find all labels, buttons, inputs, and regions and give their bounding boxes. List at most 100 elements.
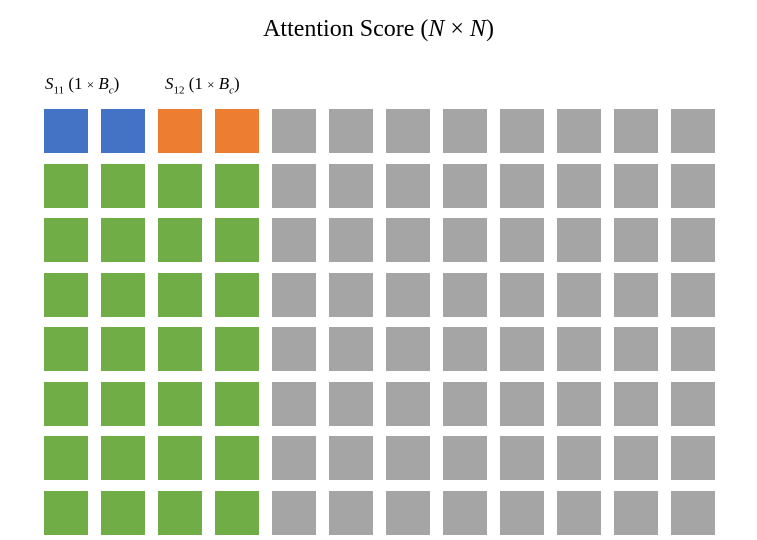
cell-pending: [671, 163, 715, 208]
cell-pending: [557, 490, 601, 535]
cell-pending: [443, 381, 487, 426]
cell-computed: [158, 272, 202, 317]
cell-pending: [386, 490, 430, 535]
cell-pending: [443, 163, 487, 208]
cell-pending: [443, 272, 487, 317]
cell-pending: [557, 327, 601, 371]
cell-pending: [671, 109, 715, 153]
cell-pending: [614, 381, 658, 426]
cell-computed: [44, 436, 88, 480]
cell-pending: [272, 272, 316, 317]
cell-computed: [101, 490, 145, 535]
cell-pending: [614, 163, 658, 208]
cell-pending: [557, 381, 601, 426]
cell-pending: [329, 109, 373, 153]
cell-pending: [386, 327, 430, 371]
cell-pending: [272, 490, 316, 535]
cell-pending: [386, 381, 430, 426]
cell-pending: [557, 436, 601, 480]
cell-pending: [500, 163, 544, 208]
cell-computed: [158, 436, 202, 480]
cell-pending: [614, 436, 658, 480]
cell-pending: [557, 272, 601, 317]
cell-pending: [386, 163, 430, 208]
cell-pending: [443, 327, 487, 371]
cell-computed: [101, 327, 145, 371]
cell-pending: [557, 163, 601, 208]
cell-computed: [215, 327, 259, 371]
cell-pending: [671, 381, 715, 426]
attention-score-grid: [44, 109, 715, 535]
cell-computed: [158, 163, 202, 208]
cell-pending: [500, 218, 544, 262]
cell-pending: [671, 490, 715, 535]
cell-computed: [44, 490, 88, 535]
cell-computed: [44, 218, 88, 262]
cell-computed: [101, 381, 145, 426]
cell-computed: [101, 436, 145, 480]
cell-pending: [557, 109, 601, 153]
cell-computed: [44, 163, 88, 208]
cell-pending: [671, 272, 715, 317]
cell-pending: [272, 218, 316, 262]
label-s11: S11 (1 × Bc): [45, 74, 120, 97]
cell-pending: [272, 163, 316, 208]
cell-pending: [500, 490, 544, 535]
cell-pending: [614, 327, 658, 371]
cell-pending: [329, 381, 373, 426]
cell-computed: [44, 327, 88, 371]
cell-pending: [614, 218, 658, 262]
cell-computed: [158, 327, 202, 371]
cell-pending: [500, 272, 544, 317]
cell-pending: [329, 490, 373, 535]
cell-computed: [158, 381, 202, 426]
cell-pending: [557, 218, 601, 262]
cell-computed: [215, 490, 259, 535]
cell-pending: [671, 436, 715, 480]
cell-pending: [500, 327, 544, 371]
cell-pending: [272, 109, 316, 153]
cell-s12-block: [215, 109, 259, 153]
cell-pending: [500, 109, 544, 153]
cell-pending: [329, 218, 373, 262]
cell-s11-block: [101, 109, 145, 153]
diagram-title: Attention Score (N × N): [263, 16, 494, 42]
cell-pending: [329, 436, 373, 480]
cell-pending: [272, 327, 316, 371]
cell-pending: [443, 218, 487, 262]
cell-pending: [443, 109, 487, 153]
cell-pending: [500, 381, 544, 426]
cell-pending: [443, 436, 487, 480]
cell-pending: [329, 163, 373, 208]
cell-pending: [272, 381, 316, 426]
cell-pending: [671, 327, 715, 371]
cell-s12-block: [158, 109, 202, 153]
cell-pending: [386, 218, 430, 262]
label-s12: S12 (1 × Bc): [165, 74, 240, 97]
cell-pending: [329, 272, 373, 317]
cell-computed: [101, 163, 145, 208]
cell-pending: [272, 436, 316, 480]
cell-computed: [215, 381, 259, 426]
cell-pending: [500, 436, 544, 480]
cell-pending: [614, 490, 658, 535]
cell-pending: [386, 109, 430, 153]
cell-computed: [44, 381, 88, 426]
cell-pending: [329, 327, 373, 371]
cell-computed: [215, 272, 259, 317]
cell-pending: [386, 272, 430, 317]
cell-computed: [158, 218, 202, 262]
cell-computed: [101, 272, 145, 317]
cell-computed: [44, 272, 88, 317]
cell-pending: [443, 490, 487, 535]
cell-computed: [158, 490, 202, 535]
cell-computed: [215, 163, 259, 208]
cell-computed: [101, 218, 145, 262]
cell-computed: [215, 436, 259, 480]
cell-computed: [215, 218, 259, 262]
cell-pending: [614, 109, 658, 153]
cell-pending: [671, 218, 715, 262]
cell-pending: [386, 436, 430, 480]
cell-pending: [614, 272, 658, 317]
cell-s11-block: [44, 109, 88, 153]
